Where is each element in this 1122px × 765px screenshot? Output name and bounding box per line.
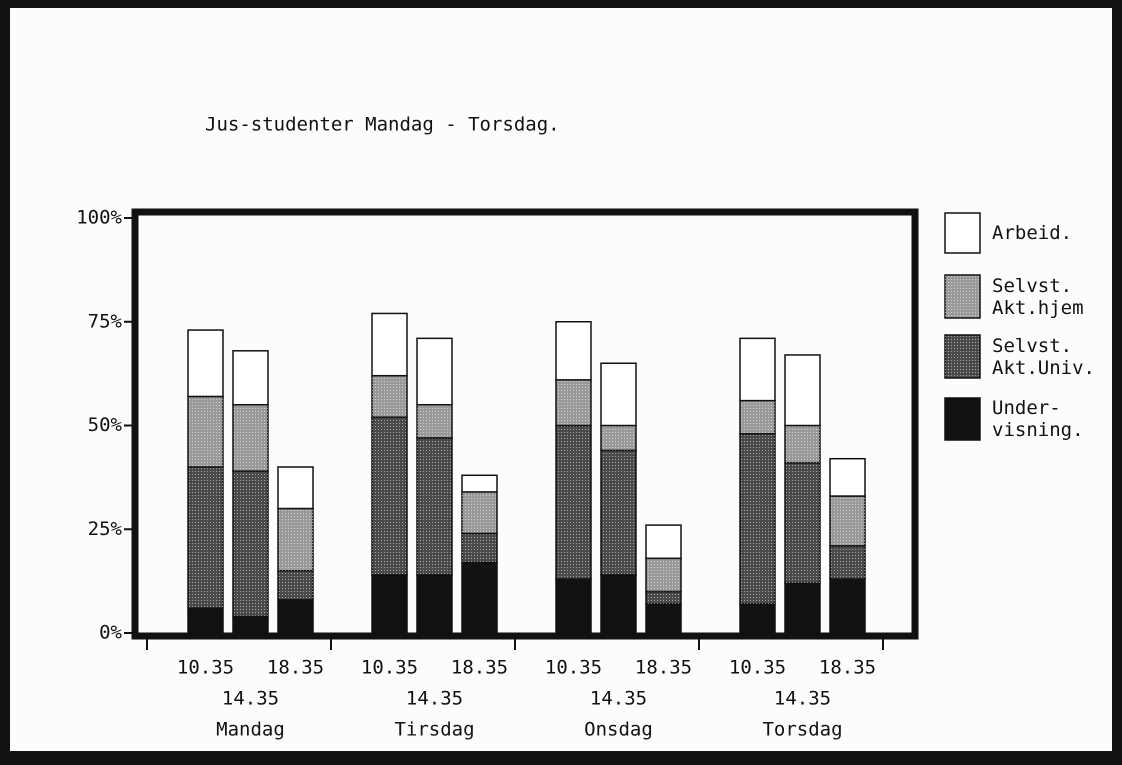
x-tick-label: 14.35 (222, 688, 279, 710)
bar-texture (233, 471, 268, 617)
bar-segment (600, 362, 637, 427)
y-tick-label: 25% (88, 518, 123, 540)
legend-texture (945, 275, 980, 318)
bar-texture (462, 491, 497, 534)
bar-segment (232, 350, 269, 406)
bar-texture (278, 508, 313, 571)
bar-texture (188, 467, 223, 609)
bar-texture (556, 425, 591, 580)
legend-label: Selvst. Akt.hjem (992, 274, 1084, 319)
bar-texture (740, 433, 775, 604)
x-tick-label: 10.35 (729, 657, 786, 679)
bar-texture (646, 591, 681, 604)
bar-segment (739, 337, 776, 402)
plot-frame (131, 208, 919, 640)
bar-texture (372, 375, 407, 418)
group-label: Mandag (216, 719, 285, 741)
bar-segment (555, 321, 592, 381)
bar-segment (739, 603, 776, 634)
x-tick-label: 10.35 (177, 657, 234, 679)
bar-texture (278, 570, 313, 600)
bar-segment (645, 603, 682, 634)
bar-texture (417, 437, 452, 575)
bar-texture (830, 496, 865, 546)
bar-segment (416, 337, 453, 406)
x-tick-label: 14.35 (774, 688, 831, 710)
bar-segment (461, 561, 498, 634)
group-label: Torsdag (762, 719, 842, 741)
bar-texture (785, 425, 820, 463)
bar-segment (187, 607, 224, 634)
bar-texture (740, 400, 775, 434)
bar-segment (600, 574, 637, 634)
bar-segment (645, 524, 682, 560)
legend-texture (945, 335, 980, 378)
bar-segment (232, 615, 269, 634)
legend-label: Selvst. Akt.Univ. (992, 334, 1095, 379)
x-tick-label: 18.35 (635, 657, 692, 679)
bar-texture (417, 404, 452, 438)
x-tick-label: 18.35 (819, 657, 876, 679)
legend-swatch (944, 212, 981, 254)
legend-label: Under- visning. (992, 397, 1084, 441)
y-tick-label: 0% (99, 622, 122, 644)
y-tick-label: 75% (88, 310, 123, 332)
legend-swatch (944, 397, 981, 441)
bar-texture (785, 462, 820, 584)
bar-segment (829, 578, 866, 634)
legend-label: Arbeid. (992, 222, 1073, 244)
x-tick-label: 18.35 (267, 657, 324, 679)
x-tick-label: 14.35 (590, 688, 647, 710)
group-label: Tirsdag (394, 719, 474, 741)
x-tick-label: 14.35 (406, 688, 463, 710)
bar-segment (461, 474, 498, 493)
bar-texture (372, 417, 407, 575)
bar-segment (187, 329, 224, 398)
y-tick-label: 50% (88, 414, 123, 436)
bar-texture (556, 379, 591, 426)
bar-segment (371, 574, 408, 634)
chart-title: Jus-studenter Mandag - Torsdag. (205, 114, 560, 136)
bar-texture (830, 545, 865, 580)
bar-segment (277, 466, 314, 510)
group-label: Onsdag (584, 719, 653, 741)
bar-texture (233, 404, 268, 472)
bar-texture (462, 533, 497, 563)
bar-texture (188, 396, 223, 467)
bar-segment (784, 582, 821, 634)
bar-texture (646, 558, 681, 592)
bar-segment (416, 574, 453, 634)
bar-texture (601, 450, 636, 575)
bar-segment (829, 457, 866, 497)
bar-texture (601, 425, 636, 451)
x-tick-label: 10.35 (361, 657, 418, 679)
y-tick-label: 100% (76, 207, 122, 229)
x-tick-label: 18.35 (451, 657, 508, 679)
bar-segment (371, 312, 408, 377)
bar-segment (555, 578, 592, 634)
bar-segment (277, 599, 314, 634)
x-tick-label: 10.35 (545, 657, 602, 679)
bar-segment (784, 354, 821, 427)
